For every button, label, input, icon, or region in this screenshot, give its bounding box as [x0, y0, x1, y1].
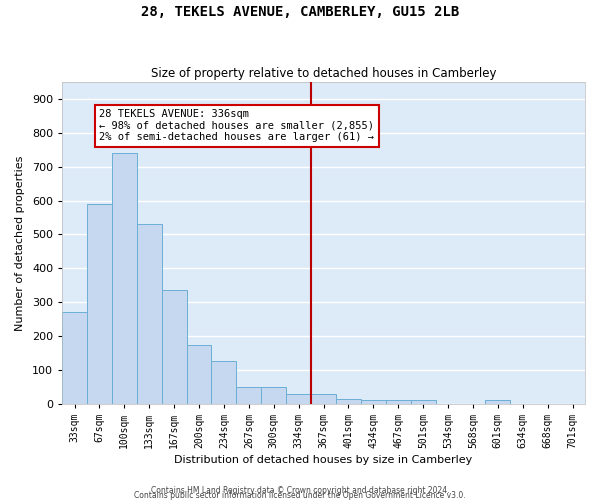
Bar	[112, 153, 137, 404]
Bar	[187, 344, 211, 404]
Text: Contains HM Land Registry data © Crown copyright and database right 2024.: Contains HM Land Registry data © Crown c…	[151, 486, 449, 495]
Bar	[286, 394, 311, 404]
Bar	[336, 398, 361, 404]
Bar	[87, 204, 112, 404]
Y-axis label: Number of detached properties: Number of detached properties	[15, 155, 25, 330]
Text: 28, TEKELS AVENUE, CAMBERLEY, GU15 2LB: 28, TEKELS AVENUE, CAMBERLEY, GU15 2LB	[141, 5, 459, 19]
Bar	[361, 400, 386, 404]
Bar	[485, 400, 510, 404]
Title: Size of property relative to detached houses in Camberley: Size of property relative to detached ho…	[151, 66, 496, 80]
Bar	[311, 394, 336, 404]
Bar	[161, 290, 187, 404]
Text: Contains public sector information licensed under the Open Government Licence v3: Contains public sector information licen…	[134, 491, 466, 500]
Bar	[236, 387, 261, 404]
X-axis label: Distribution of detached houses by size in Camberley: Distribution of detached houses by size …	[175, 455, 473, 465]
Bar	[410, 400, 436, 404]
Text: 28 TEKELS AVENUE: 336sqm
← 98% of detached houses are smaller (2,855)
2% of semi: 28 TEKELS AVENUE: 336sqm ← 98% of detach…	[100, 109, 374, 142]
Bar	[62, 312, 87, 404]
Bar	[137, 224, 161, 404]
Bar	[211, 362, 236, 404]
Bar	[386, 400, 410, 404]
Bar	[261, 387, 286, 404]
